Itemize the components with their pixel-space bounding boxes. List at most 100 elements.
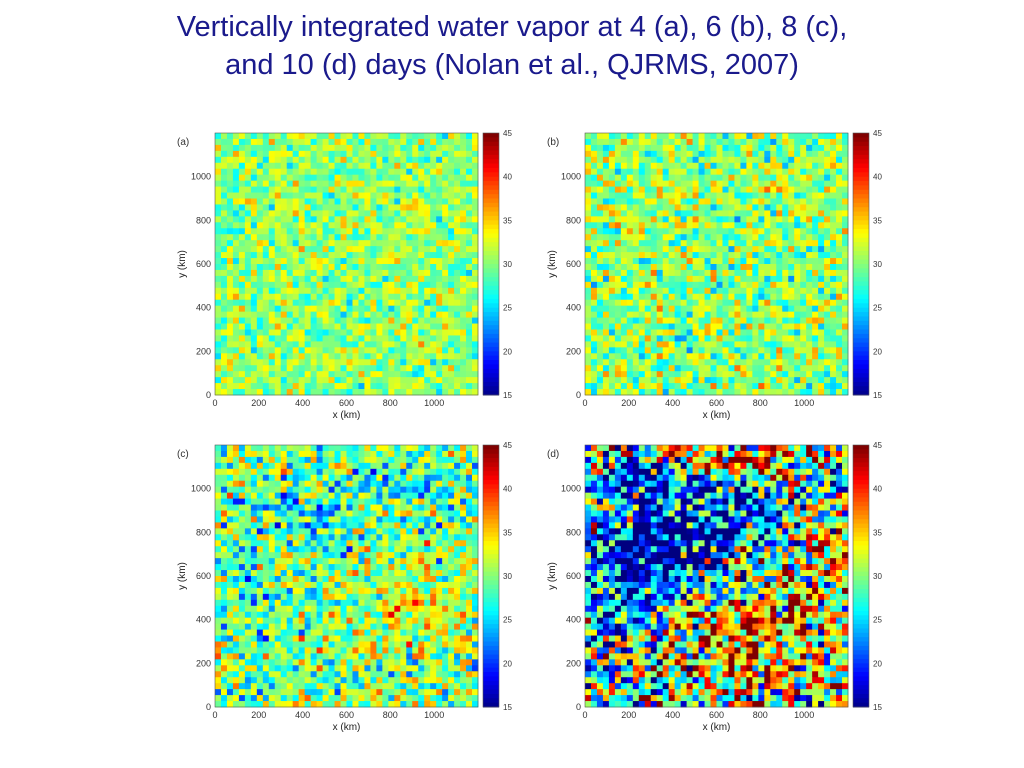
heatmap-cell	[316, 383, 323, 390]
heatmap-cell	[836, 323, 843, 330]
heatmap-cell	[734, 299, 741, 307]
heatmap-cell	[412, 246, 419, 253]
heatmap-cell	[650, 252, 658, 259]
heatmap-cell	[770, 269, 777, 277]
heatmap-cell	[626, 311, 634, 318]
heatmap-cell	[430, 192, 437, 199]
heatmap-cell	[460, 275, 467, 283]
heatmap-cell	[292, 275, 300, 283]
heatmap-cell	[352, 138, 359, 146]
heatmap-cell	[734, 222, 741, 229]
heatmap-cell	[746, 198, 753, 205]
heatmap-cell	[770, 133, 777, 140]
heatmap-cell	[614, 240, 622, 247]
heatmap-cell	[436, 564, 443, 571]
heatmap-cell	[244, 558, 252, 565]
heatmap-cell	[656, 234, 664, 241]
heatmap-cell	[340, 383, 347, 390]
heatmap-cell	[352, 234, 359, 241]
heatmap-cell	[424, 498, 431, 505]
heatmap-cell	[322, 204, 329, 211]
colorbar-segment	[853, 307, 869, 313]
heatmap-cell	[448, 228, 455, 235]
heatmap-cell	[722, 293, 729, 301]
heatmap-cell	[232, 498, 240, 505]
heatmap-cell	[394, 168, 401, 176]
heatmap-cell	[626, 275, 634, 283]
heatmap-cell	[746, 216, 753, 223]
heatmap-cell	[776, 162, 783, 170]
heatmap-cell	[764, 252, 771, 259]
heatmap-cell	[370, 341, 377, 348]
heatmap-cell	[692, 198, 699, 205]
heatmap-cell	[704, 210, 711, 217]
heatmap-cell	[220, 240, 228, 247]
heatmap-cell	[238, 133, 246, 140]
heatmap-cell	[776, 353, 783, 360]
heatmap-cell	[662, 210, 670, 217]
heatmap-cell	[442, 264, 449, 271]
heatmap-cell	[382, 168, 389, 176]
heatmap-cell	[352, 264, 359, 271]
heatmap-cell	[710, 210, 717, 217]
heatmap-cell	[442, 240, 449, 247]
heatmap-cell	[614, 287, 622, 295]
heatmap-cell	[268, 528, 276, 535]
heatmap-cell	[436, 445, 443, 452]
heatmap-cell	[316, 311, 323, 318]
heatmap-cell	[340, 329, 347, 336]
heatmap-cell	[614, 198, 622, 205]
heatmap-cell	[758, 192, 765, 199]
heatmap-cell	[776, 210, 783, 217]
heatmap-cell	[680, 365, 688, 372]
heatmap-cell	[632, 329, 640, 336]
heatmap-cell	[632, 180, 640, 187]
heatmap-cell	[412, 222, 419, 229]
heatmap-cell	[358, 222, 365, 229]
heatmap-cell	[406, 558, 413, 565]
colorbar-tick-label: 15	[503, 391, 512, 400]
heatmap-cell	[442, 534, 449, 541]
heatmap-cell	[358, 180, 365, 187]
heatmap-cell	[734, 264, 741, 271]
heatmap-cell	[800, 323, 807, 330]
heatmap-cell	[286, 528, 294, 535]
heatmap-cell	[824, 240, 831, 247]
heatmap-cell	[472, 359, 479, 366]
heatmap-cell	[298, 510, 306, 517]
heatmap-cell	[358, 335, 365, 342]
heatmap-cell	[758, 323, 765, 330]
heatmap-cell	[370, 504, 377, 511]
heatmap-cell	[334, 216, 341, 223]
heatmap-cell	[256, 269, 264, 277]
heatmap-cell	[746, 317, 753, 324]
heatmap-cell	[286, 186, 294, 193]
heatmap-cell	[674, 299, 682, 307]
heatmap-cell	[292, 186, 300, 193]
heatmap-cell	[692, 150, 699, 158]
heatmap-cell	[358, 389, 365, 396]
y-tick-label: 1000	[191, 172, 211, 182]
heatmap-cell	[430, 534, 437, 541]
heatmap-cell	[286, 383, 294, 390]
heatmap-cell	[292, 168, 300, 176]
heatmap-cell	[794, 180, 801, 187]
heatmap-cell	[334, 228, 341, 235]
heatmap-cell	[596, 240, 604, 247]
heatmap-cell	[244, 138, 252, 146]
heatmap-cell	[716, 204, 723, 211]
heatmap-cell	[585, 275, 592, 283]
heatmap-cell	[764, 246, 771, 253]
heatmap-cell	[662, 168, 670, 176]
heatmap-cell	[626, 335, 634, 342]
heatmap-cell	[472, 498, 479, 505]
heatmap-cell	[632, 252, 640, 259]
heatmap-cell	[674, 377, 682, 384]
heatmap-cell	[292, 383, 300, 390]
heatmap-cell	[836, 174, 843, 182]
heatmap-cell	[728, 365, 735, 372]
heatmap-cell	[454, 180, 461, 187]
heatmap-cell	[382, 445, 389, 452]
heatmap-cell	[346, 168, 353, 176]
heatmap-cell	[466, 234, 473, 241]
